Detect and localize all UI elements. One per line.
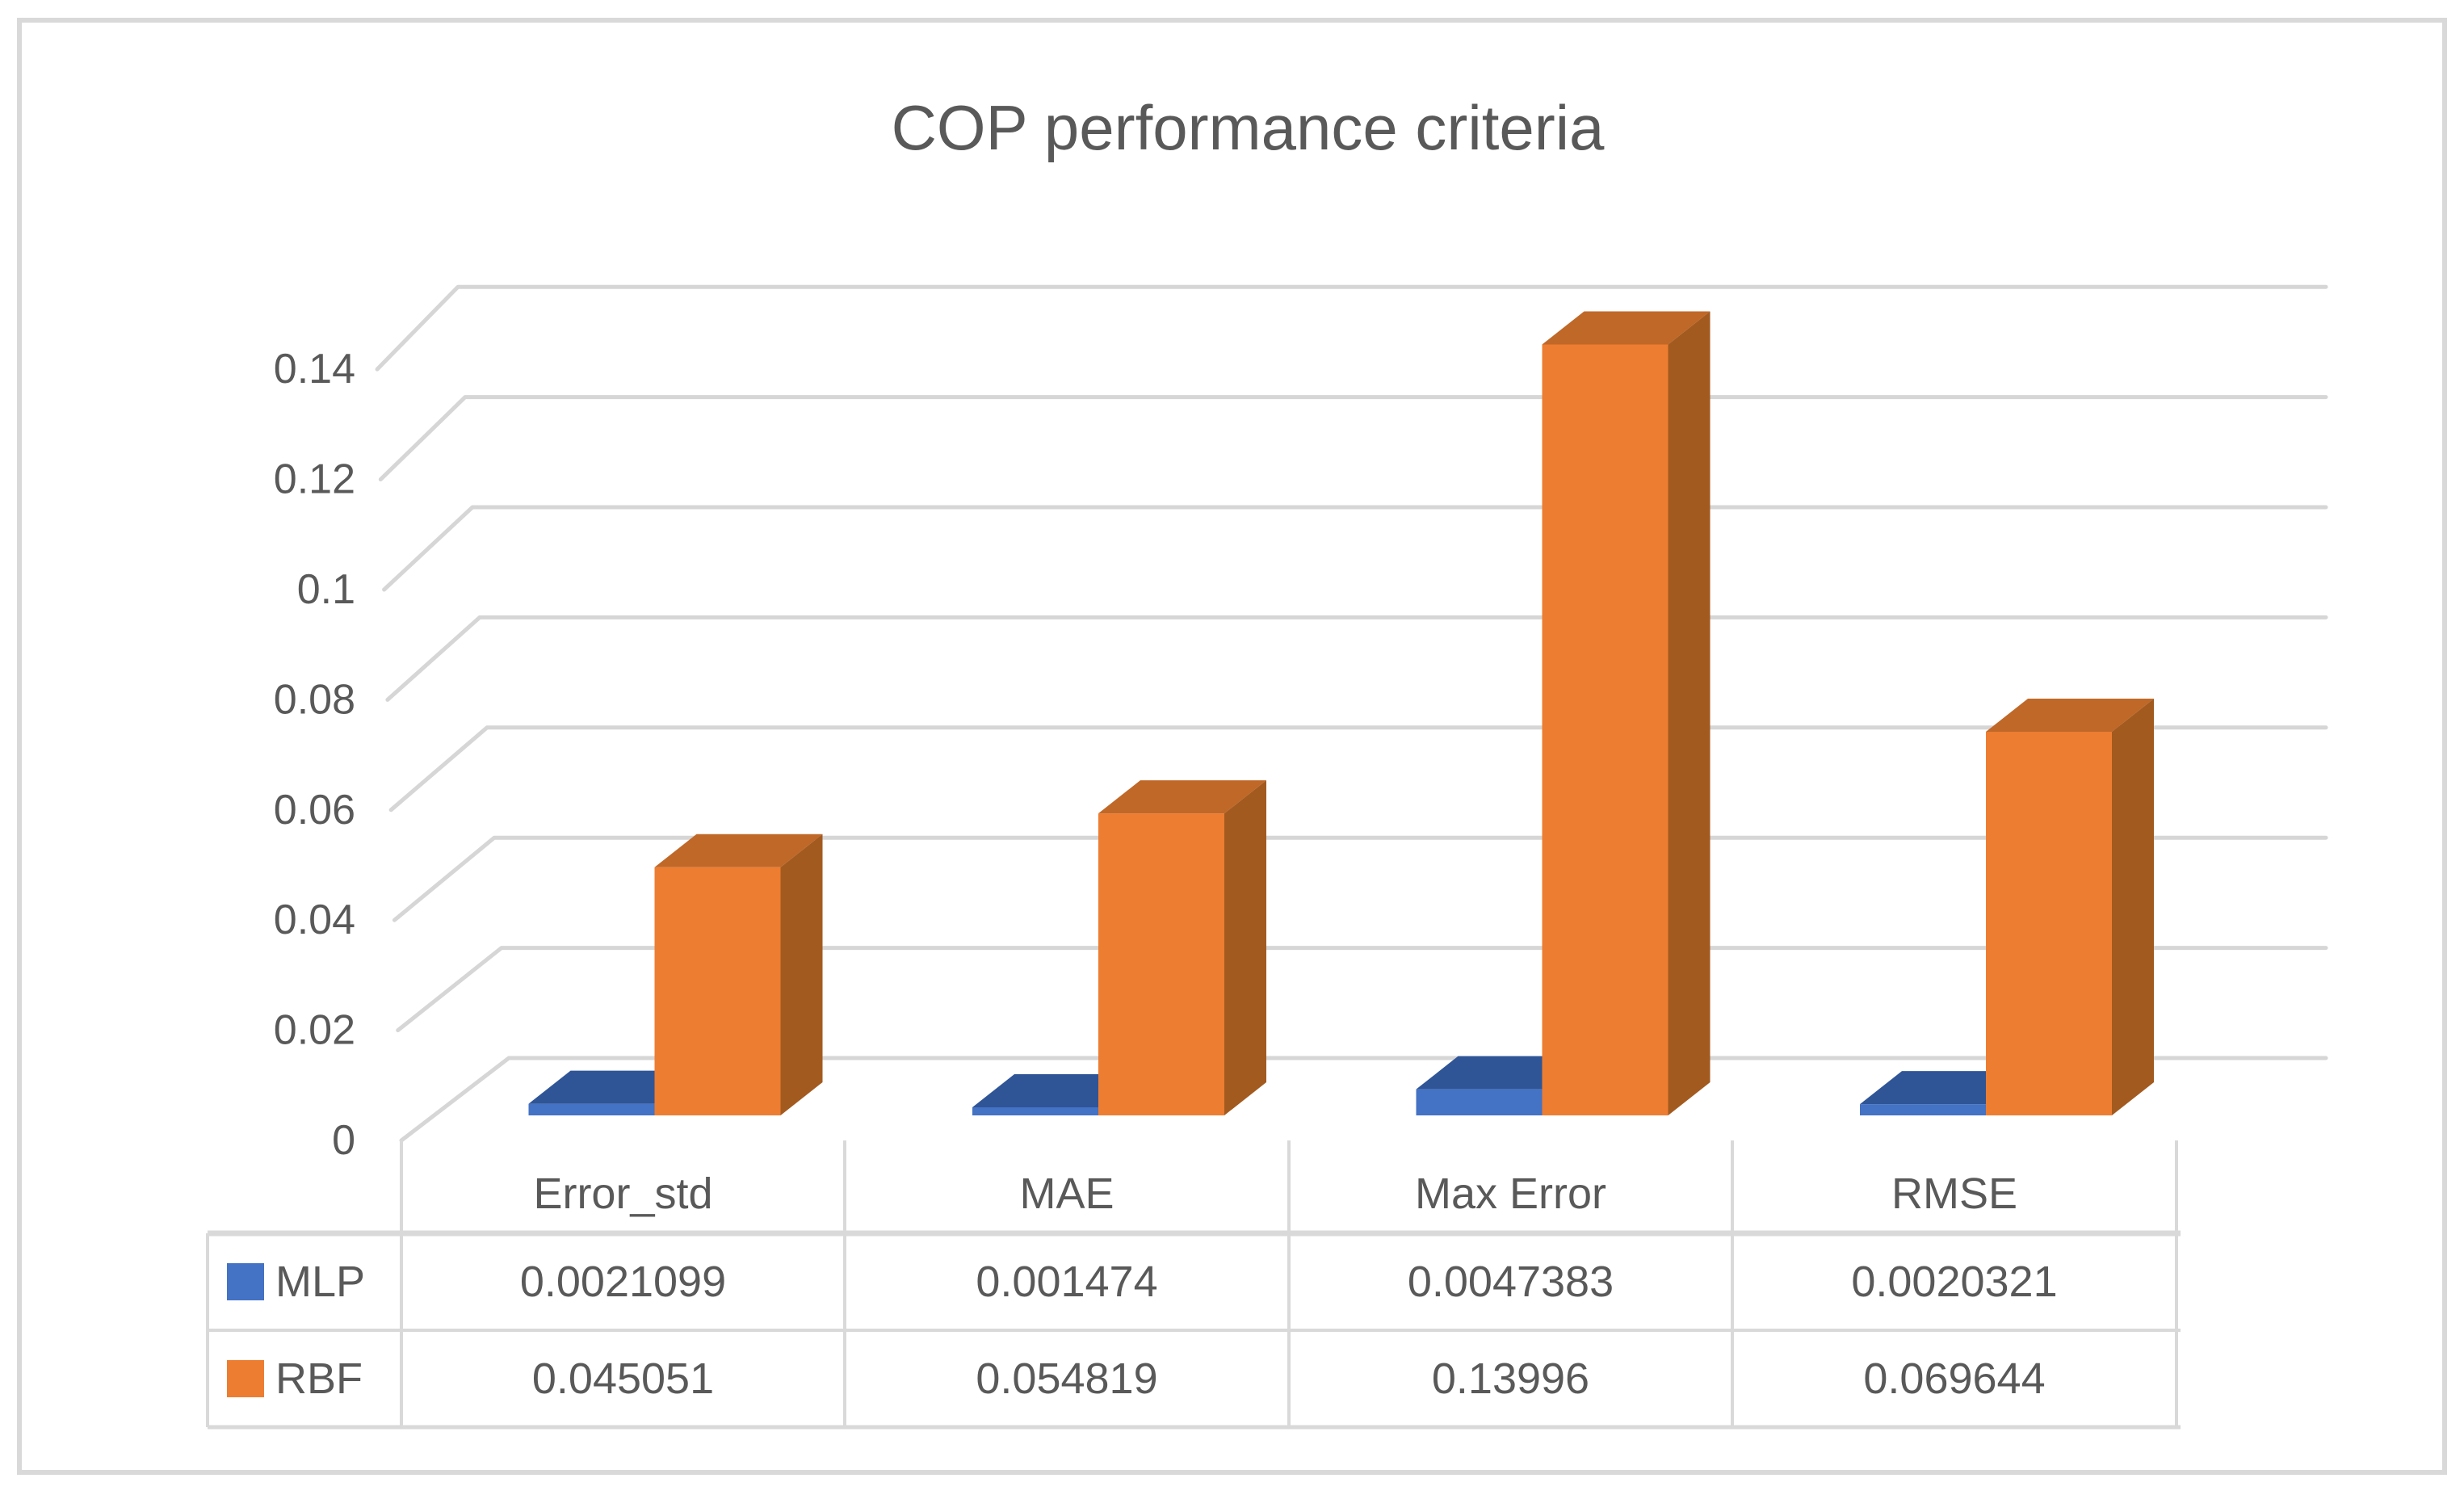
table-cell-value: 0.054819	[976, 1354, 1157, 1403]
bar-side-face	[1668, 311, 1711, 1116]
gridline	[375, 284, 2328, 372]
chart-title: COP performance criteria	[892, 92, 1605, 163]
bar-rbf-error-std	[654, 834, 823, 1115]
bar-front-face	[1860, 1104, 1986, 1115]
bar-front-face	[528, 1103, 655, 1115]
table-cell-value: 0.0020321	[1851, 1258, 2057, 1306]
bar-front-face	[1542, 344, 1669, 1116]
gridline	[382, 505, 2328, 592]
y-tick-label: 0.06	[274, 787, 355, 834]
table-cell-value: 0.069644	[1863, 1354, 2045, 1403]
table-cell-value: 0.045051	[532, 1354, 714, 1403]
bar-side-face	[2112, 699, 2154, 1115]
y-tick-label: 0.02	[274, 1007, 355, 1054]
bar-top-face	[1542, 311, 1711, 345]
gridline	[396, 946, 2328, 1033]
bar-front-face	[972, 1107, 1098, 1115]
bar-front-face	[1416, 1089, 1543, 1115]
bar-front-face	[654, 867, 781, 1115]
bar-rbf-max-error	[1542, 311, 1711, 1116]
gridline	[388, 725, 2328, 813]
category-label: Error_std	[533, 1170, 712, 1218]
bar-top-face	[1098, 780, 1266, 814]
category-label: MAE	[1019, 1170, 1114, 1218]
y-tick-label: 0.14	[274, 346, 355, 393]
gridline	[385, 615, 2328, 702]
gridline	[399, 1056, 2328, 1143]
y-tick-label: 0.12	[274, 456, 355, 503]
series-name-label: RBF	[275, 1354, 363, 1403]
bar-side-face	[1224, 780, 1266, 1115]
category-label: RMSE	[1891, 1170, 2017, 1218]
y-tick-label: 0.04	[274, 897, 355, 943]
legend-key-mlp	[227, 1263, 264, 1300]
bar-top-face	[1986, 699, 2154, 733]
bar-rbf-rmse	[1986, 699, 2154, 1115]
gridline	[378, 395, 2328, 482]
figure-frame	[17, 18, 2447, 1475]
gridline	[392, 835, 2328, 922]
table-cell-value: 0.0021099	[520, 1258, 726, 1306]
bar-front-face	[1098, 813, 1224, 1115]
bar-side-face	[780, 834, 823, 1115]
category-label: Max Error	[1415, 1170, 1606, 1218]
y-tick-label: 0.08	[274, 676, 355, 723]
y-tick-label: 0	[332, 1117, 355, 1164]
table-cell-value: 0.13996	[1432, 1354, 1589, 1403]
legend-key-rbf	[227, 1360, 264, 1397]
y-tick-label: 0.1	[297, 566, 355, 613]
bar-top-face	[654, 834, 823, 867]
table-cell-value: 0.001474	[976, 1258, 1157, 1306]
table-cell-value: 0.0047383	[1408, 1258, 1614, 1306]
bar-front-face	[1986, 732, 2112, 1115]
bar-rbf-mae	[1098, 780, 1266, 1115]
series-name-label: MLP	[275, 1258, 365, 1306]
